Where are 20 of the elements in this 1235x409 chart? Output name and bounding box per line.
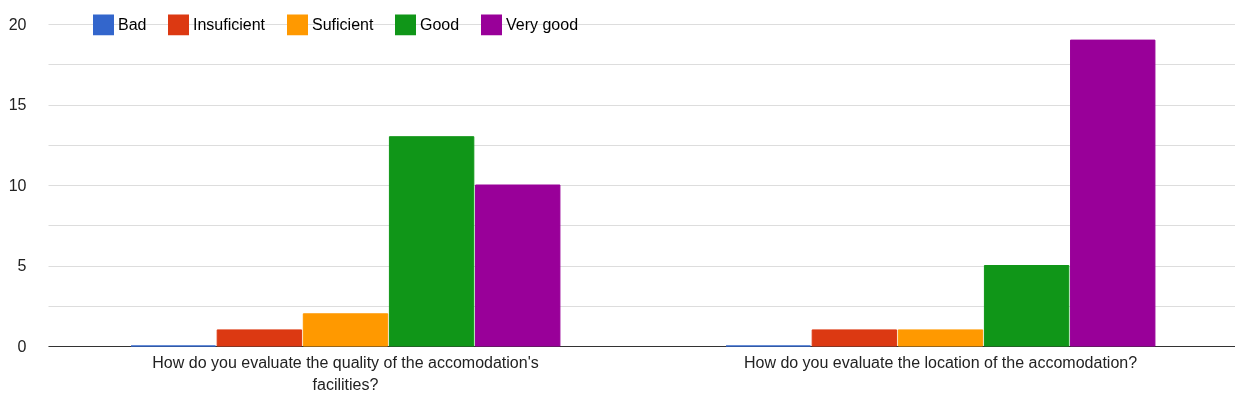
y-tick-label: 20 xyxy=(8,15,27,33)
legend-label: Very good xyxy=(506,15,579,33)
bar xyxy=(1070,39,1156,347)
y-tick-label: 15 xyxy=(8,96,27,113)
bar xyxy=(216,329,303,347)
legend-label: Suficient xyxy=(312,15,374,33)
y-tick-label: 0 xyxy=(17,337,27,355)
bar xyxy=(302,313,389,347)
bar xyxy=(388,136,475,347)
x-tick-label: How do you evaluate the location of the accomodation? xyxy=(743,353,1138,371)
legend-label: Bad xyxy=(118,15,147,33)
y-tick-label: 5 xyxy=(17,257,27,274)
bar xyxy=(475,184,561,347)
bar xyxy=(897,329,984,347)
legend-label: Insuficient xyxy=(193,15,266,33)
x-tick-label: How do you evaluate the quality of the accomodation's facilities? xyxy=(152,353,539,393)
bar xyxy=(811,329,898,347)
bar xyxy=(983,265,1070,347)
legend-label: Good xyxy=(420,15,460,33)
y-tick-label: 10 xyxy=(8,176,27,194)
